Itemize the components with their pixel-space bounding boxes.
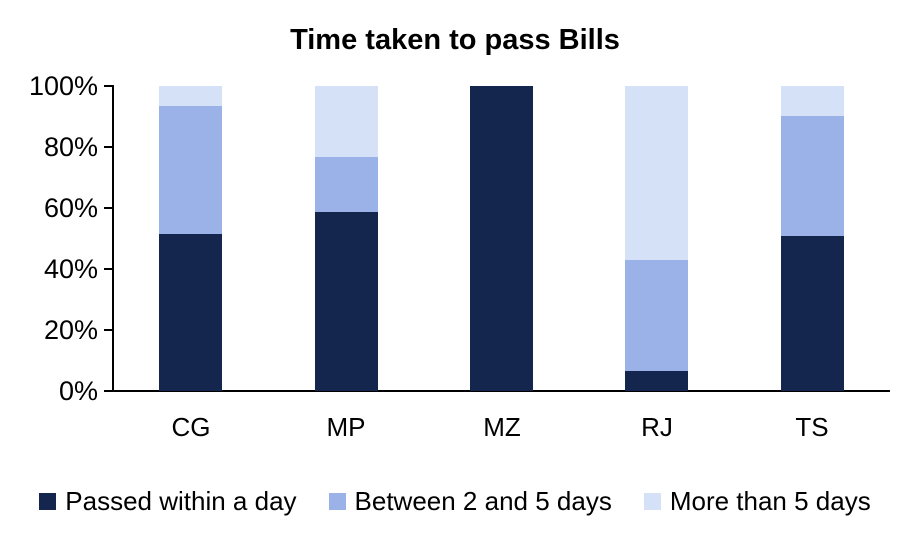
x-tick-label: RJ xyxy=(641,412,673,442)
legend-swatch-icon xyxy=(39,493,57,510)
legend-item: Between 2 and 5 days xyxy=(328,486,612,517)
bar-segment xyxy=(315,86,378,157)
bar-segment xyxy=(315,157,378,212)
bar-segment xyxy=(159,234,222,391)
bar-segment xyxy=(781,86,844,116)
y-axis-line xyxy=(112,85,114,392)
x-tick-label: TS xyxy=(795,412,829,442)
y-tick-label: 100% xyxy=(28,71,98,101)
x-tick-label: CG xyxy=(171,412,211,442)
bar-segment xyxy=(470,86,533,391)
legend-item: Passed within a day xyxy=(39,486,297,517)
legend-label: Between 2 and 5 days xyxy=(354,486,612,516)
x-tick-label: MZ xyxy=(483,412,521,442)
y-tick-label: 60% xyxy=(43,193,98,223)
bar-segment xyxy=(625,371,688,391)
bar-segment xyxy=(625,86,688,260)
y-tick-label: 80% xyxy=(43,132,98,162)
y-tick-label: 40% xyxy=(43,254,98,284)
y-tick-label: 20% xyxy=(43,315,98,345)
bar-segment xyxy=(781,116,844,236)
x-tick-label: MP xyxy=(326,412,366,442)
legend-label: Passed within a day xyxy=(65,486,297,516)
legend-swatch-icon xyxy=(643,493,661,510)
y-tick-label: 0% xyxy=(58,376,98,406)
legend-label: More than 5 days xyxy=(669,486,871,516)
x-axis-line xyxy=(112,390,890,392)
chart-title: Time taken to pass Bills xyxy=(290,24,620,56)
legend: Passed within a day Between 2 and 5 days M… xyxy=(0,486,910,517)
bar-segment xyxy=(315,212,378,391)
y-tick-mark xyxy=(104,329,113,331)
legend-swatch-icon xyxy=(328,493,346,510)
y-tick-mark xyxy=(104,85,113,87)
y-tick-mark xyxy=(104,146,113,148)
bar-segment xyxy=(159,106,222,234)
y-tick-mark xyxy=(104,207,113,209)
legend-item: More than 5 days xyxy=(643,486,871,517)
bar-segment xyxy=(159,86,222,106)
y-tick-mark xyxy=(104,390,113,392)
bar-segment xyxy=(781,236,844,391)
bar-segment xyxy=(625,260,688,371)
y-tick-mark xyxy=(104,268,113,270)
